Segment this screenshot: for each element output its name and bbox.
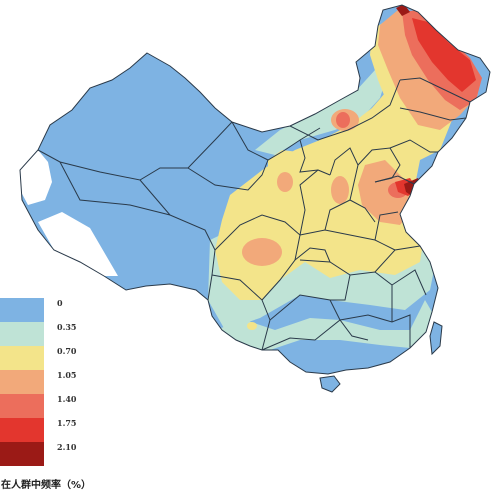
tibet-border <box>59 161 216 301</box>
legend-title: 在人群中频率（%） <box>1 480 92 491</box>
china-outline <box>19 4 491 375</box>
hainan-outline <box>319 375 341 393</box>
legend-label-2-10: 2.10 <box>57 442 77 452</box>
zone-2-10-north <box>396 5 410 16</box>
zone-0-70-west <box>268 150 305 186</box>
province-borders <box>19 4 491 393</box>
chongqing-border <box>294 247 331 263</box>
inner-mongolia-border <box>289 79 401 141</box>
qinghai-border <box>139 159 269 216</box>
zone-1-05-sichuan <box>242 238 282 266</box>
legend-swatch-2-10 <box>0 442 44 466</box>
shandong-border <box>374 175 415 185</box>
anhui-border <box>374 211 399 241</box>
legend-swatch-1-75 <box>0 418 44 442</box>
zone-1-05-gansu <box>277 172 293 192</box>
shanxi-border <box>329 147 359 201</box>
ningxia-border <box>299 139 319 173</box>
yunnan-border <box>211 274 271 351</box>
legend-swatch-0-35 <box>0 322 44 346</box>
legend-swatch-1-05 <box>0 370 44 394</box>
jiangxi-border <box>349 271 393 322</box>
legend-swatch-0-70 <box>0 346 44 370</box>
legend-label-1-05: 1.05 <box>57 370 77 380</box>
zone-1-05-shanxi <box>331 176 349 204</box>
guizhou-border <box>269 294 341 321</box>
zone-no-data-northwest <box>20 150 52 205</box>
fujian-border <box>391 269 427 296</box>
liaoning-border <box>389 139 438 153</box>
jilin-border <box>399 107 467 121</box>
zone-1-75-heilongjiang <box>412 18 476 92</box>
taiwan-outline <box>429 321 443 356</box>
legend-label-0: 0 <box>57 298 63 308</box>
zone-0-35-south <box>215 300 432 350</box>
legend-label-1-75: 1.75 <box>57 418 77 428</box>
xinjiang-border <box>37 121 233 181</box>
shaanxi-border <box>299 169 331 236</box>
heilongjiang-border <box>399 77 471 103</box>
gansu-border <box>231 121 321 161</box>
legend-label-1-40: 1.40 <box>57 394 77 404</box>
legend-label-0-35: 0.35 <box>57 322 77 332</box>
legend-swatch-0 <box>0 298 44 322</box>
legend-label-0-70: 0.70 <box>57 346 77 356</box>
hubei-border <box>299 229 396 251</box>
guangxi-border <box>261 319 369 351</box>
zone-no-data-southwest <box>38 212 118 276</box>
zone-0-70-south-dot <box>247 322 257 330</box>
zone-1-40-inner <box>336 112 350 128</box>
legend-swatch-1-40 <box>0 394 44 418</box>
sichuan-border <box>214 214 301 301</box>
